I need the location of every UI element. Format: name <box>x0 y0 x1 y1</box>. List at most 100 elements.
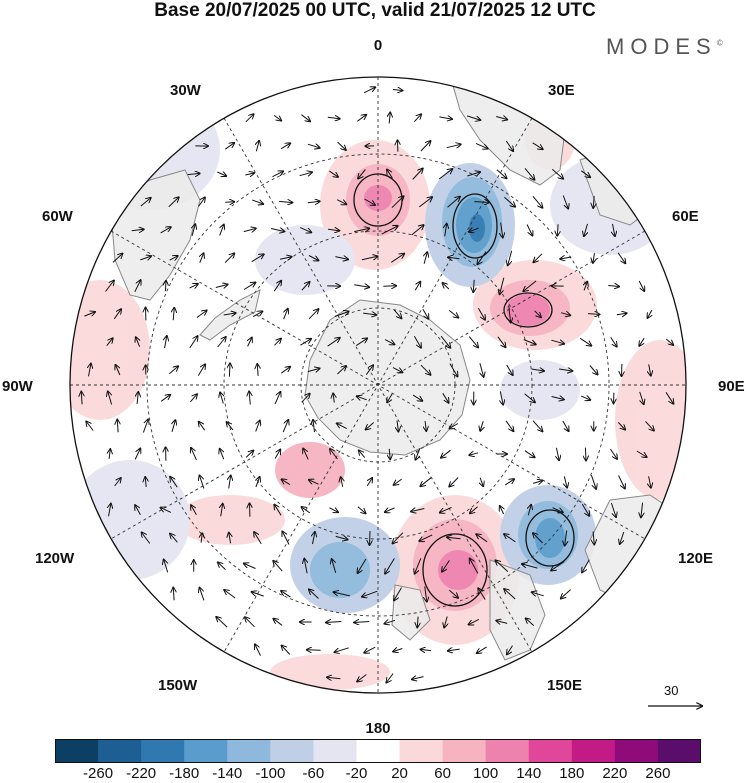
anomaly-positive-7 <box>615 340 686 500</box>
anomaly-negative-8 <box>500 360 580 420</box>
wind-arrow <box>532 142 543 149</box>
wind-arrow <box>639 391 644 404</box>
wind-arrow <box>282 646 291 655</box>
wind-arrow <box>200 253 204 263</box>
wind-arrow <box>142 420 148 433</box>
wind-arrow <box>272 171 284 178</box>
wind-arrow <box>534 253 543 262</box>
wind-arrow <box>560 313 570 316</box>
wind-arrow <box>225 143 234 150</box>
wind-arrow <box>593 531 594 545</box>
wind-arrow <box>393 532 404 544</box>
colorbar-cell <box>657 739 701 763</box>
wind-arrow <box>81 392 82 405</box>
wind-arrow <box>439 117 452 119</box>
wind-arrow <box>335 257 348 260</box>
wind-arrow <box>216 617 228 628</box>
wind-arrow <box>364 198 375 205</box>
wind-arrow <box>160 227 171 234</box>
wind-arrow <box>411 509 425 512</box>
wind-arrow <box>131 229 144 230</box>
wind-arrow <box>327 677 341 678</box>
wind-arrow <box>198 198 205 207</box>
wind-arrow <box>170 534 178 543</box>
wind-arrow <box>244 564 256 569</box>
wind-arrow <box>362 590 378 597</box>
colorbar-tick-label: 60 <box>434 765 451 782</box>
wind-arrow <box>391 196 404 209</box>
wind-arrow <box>581 170 590 177</box>
wind-arrow <box>564 476 567 487</box>
wind-arrow <box>639 337 645 346</box>
wind-arrow <box>270 229 284 232</box>
wind-arrow <box>357 115 366 122</box>
wind-arrow <box>412 169 423 180</box>
wind-arrow <box>134 449 140 460</box>
antarctica <box>304 299 471 456</box>
wind-arrow <box>190 394 197 403</box>
wind-arrow <box>412 677 424 680</box>
wind-arrow <box>257 364 258 376</box>
wind-arrow <box>397 420 398 432</box>
wind-arrow <box>645 421 654 430</box>
wind-arrow <box>302 507 311 514</box>
wind-arrow <box>565 530 567 546</box>
wind-arrow <box>223 313 236 315</box>
label-90w: 90W <box>2 378 34 395</box>
wind-arrow <box>117 420 118 433</box>
wind-arrow <box>393 649 403 652</box>
wind-arrow <box>474 202 489 203</box>
wind-arrow <box>354 622 370 623</box>
wind-arrow <box>169 256 178 260</box>
map-disc <box>70 77 686 693</box>
wind-arrow <box>417 616 418 628</box>
wind-arrow <box>309 480 319 485</box>
wind-arrow <box>327 117 340 119</box>
wind-arrow <box>363 313 376 315</box>
modes-logo: MODES© <box>606 34 723 60</box>
colorbar-cell <box>184 739 228 763</box>
wind-arrow <box>526 618 535 626</box>
wind-arrow <box>335 536 348 539</box>
label-60w: 60W <box>42 208 74 225</box>
wind-arrow <box>475 142 488 148</box>
wind-arrow <box>280 143 290 150</box>
wind-arrow <box>252 592 264 597</box>
wind-arrow <box>504 589 516 600</box>
wind-arrow <box>112 254 122 263</box>
wind-arrow <box>416 448 421 459</box>
wind-arrow <box>274 450 280 459</box>
wind-arrow <box>438 169 452 180</box>
wind-arrow <box>189 284 198 288</box>
wind-arrow <box>394 587 402 601</box>
wind-arrow <box>329 170 338 177</box>
wind-arrow <box>387 393 393 403</box>
wind-arrow <box>424 252 427 264</box>
wind-arrow <box>366 422 375 430</box>
wind-arrow <box>522 564 538 569</box>
wind-arrow <box>473 279 474 292</box>
wind-arrow <box>304 559 307 574</box>
anomaly-positive-4 <box>70 280 150 420</box>
wind-arrow <box>393 309 401 319</box>
wind-arrow <box>134 280 141 293</box>
wind-arrow <box>301 282 310 291</box>
colorbar-cell <box>571 739 616 763</box>
wind-arrow <box>556 447 559 460</box>
wind-arrow <box>341 477 343 487</box>
wind-arrow <box>504 196 515 206</box>
wind-arrow <box>336 199 346 205</box>
anomaly-negative-7 <box>255 225 355 295</box>
wind-arrow <box>469 453 479 455</box>
wind-arrow <box>617 422 625 429</box>
wind-arrow <box>532 420 542 432</box>
label-90e: 90E <box>718 378 745 395</box>
wind-arrow <box>413 336 421 347</box>
wind-arrow <box>326 622 342 623</box>
wind-arrow <box>581 503 589 516</box>
wind-arrow <box>329 508 339 512</box>
wind-arrow <box>412 394 422 401</box>
wind-arrow <box>617 252 625 263</box>
colorbar-tick-label: 180 <box>559 765 585 782</box>
wind-arrow <box>561 589 571 599</box>
